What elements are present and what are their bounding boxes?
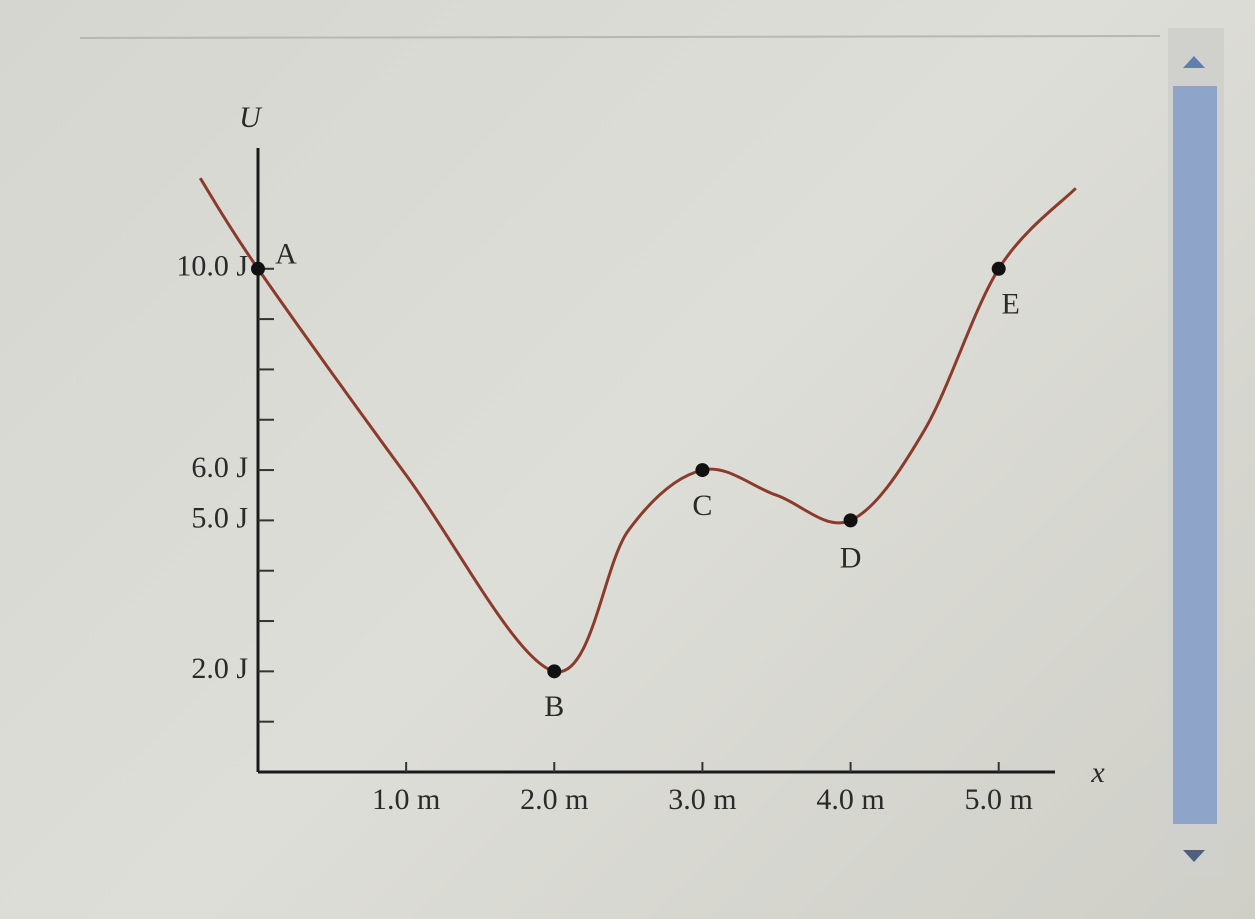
x-tick-label: 1.0 m xyxy=(372,783,440,816)
scroll-up-arrow[interactable] xyxy=(1183,56,1205,68)
y-tick-label: 6.0 J xyxy=(191,451,248,484)
x-tick-label: 5.0 m xyxy=(965,783,1033,816)
x-tick-label: 2.0 m xyxy=(520,783,588,816)
y-axis-label: U xyxy=(239,101,263,134)
point-marker xyxy=(991,261,1006,276)
point-label: B xyxy=(544,690,564,723)
point-label: C xyxy=(692,489,712,522)
y-tick-label: 2.0 J xyxy=(191,652,248,685)
point-label: D xyxy=(840,541,862,574)
plot: U x 2.0 J 5.0 J 6.0 J 10.0 J 1.0 m 2.0 m 3.0 m… xyxy=(176,101,1105,816)
point-marker xyxy=(547,664,562,679)
point-label: A xyxy=(275,238,297,271)
point-marker xyxy=(843,513,858,528)
x-axis-label: x xyxy=(1090,756,1105,789)
point-marker xyxy=(251,261,265,276)
scroll-down-arrow[interactable] xyxy=(1183,850,1205,862)
scrollbar-thumb[interactable] xyxy=(1173,86,1217,824)
x-tick-label: 4.0 m xyxy=(816,783,884,816)
y-tick-label: 5.0 J xyxy=(191,501,248,534)
energy-curve xyxy=(198,177,1077,674)
y-tick-label: 10.0 J xyxy=(176,250,248,283)
point-label: E xyxy=(1002,288,1020,321)
x-tick-label: 3.0 m xyxy=(668,783,736,816)
point-marker xyxy=(695,463,710,478)
top-rule xyxy=(79,35,1161,39)
